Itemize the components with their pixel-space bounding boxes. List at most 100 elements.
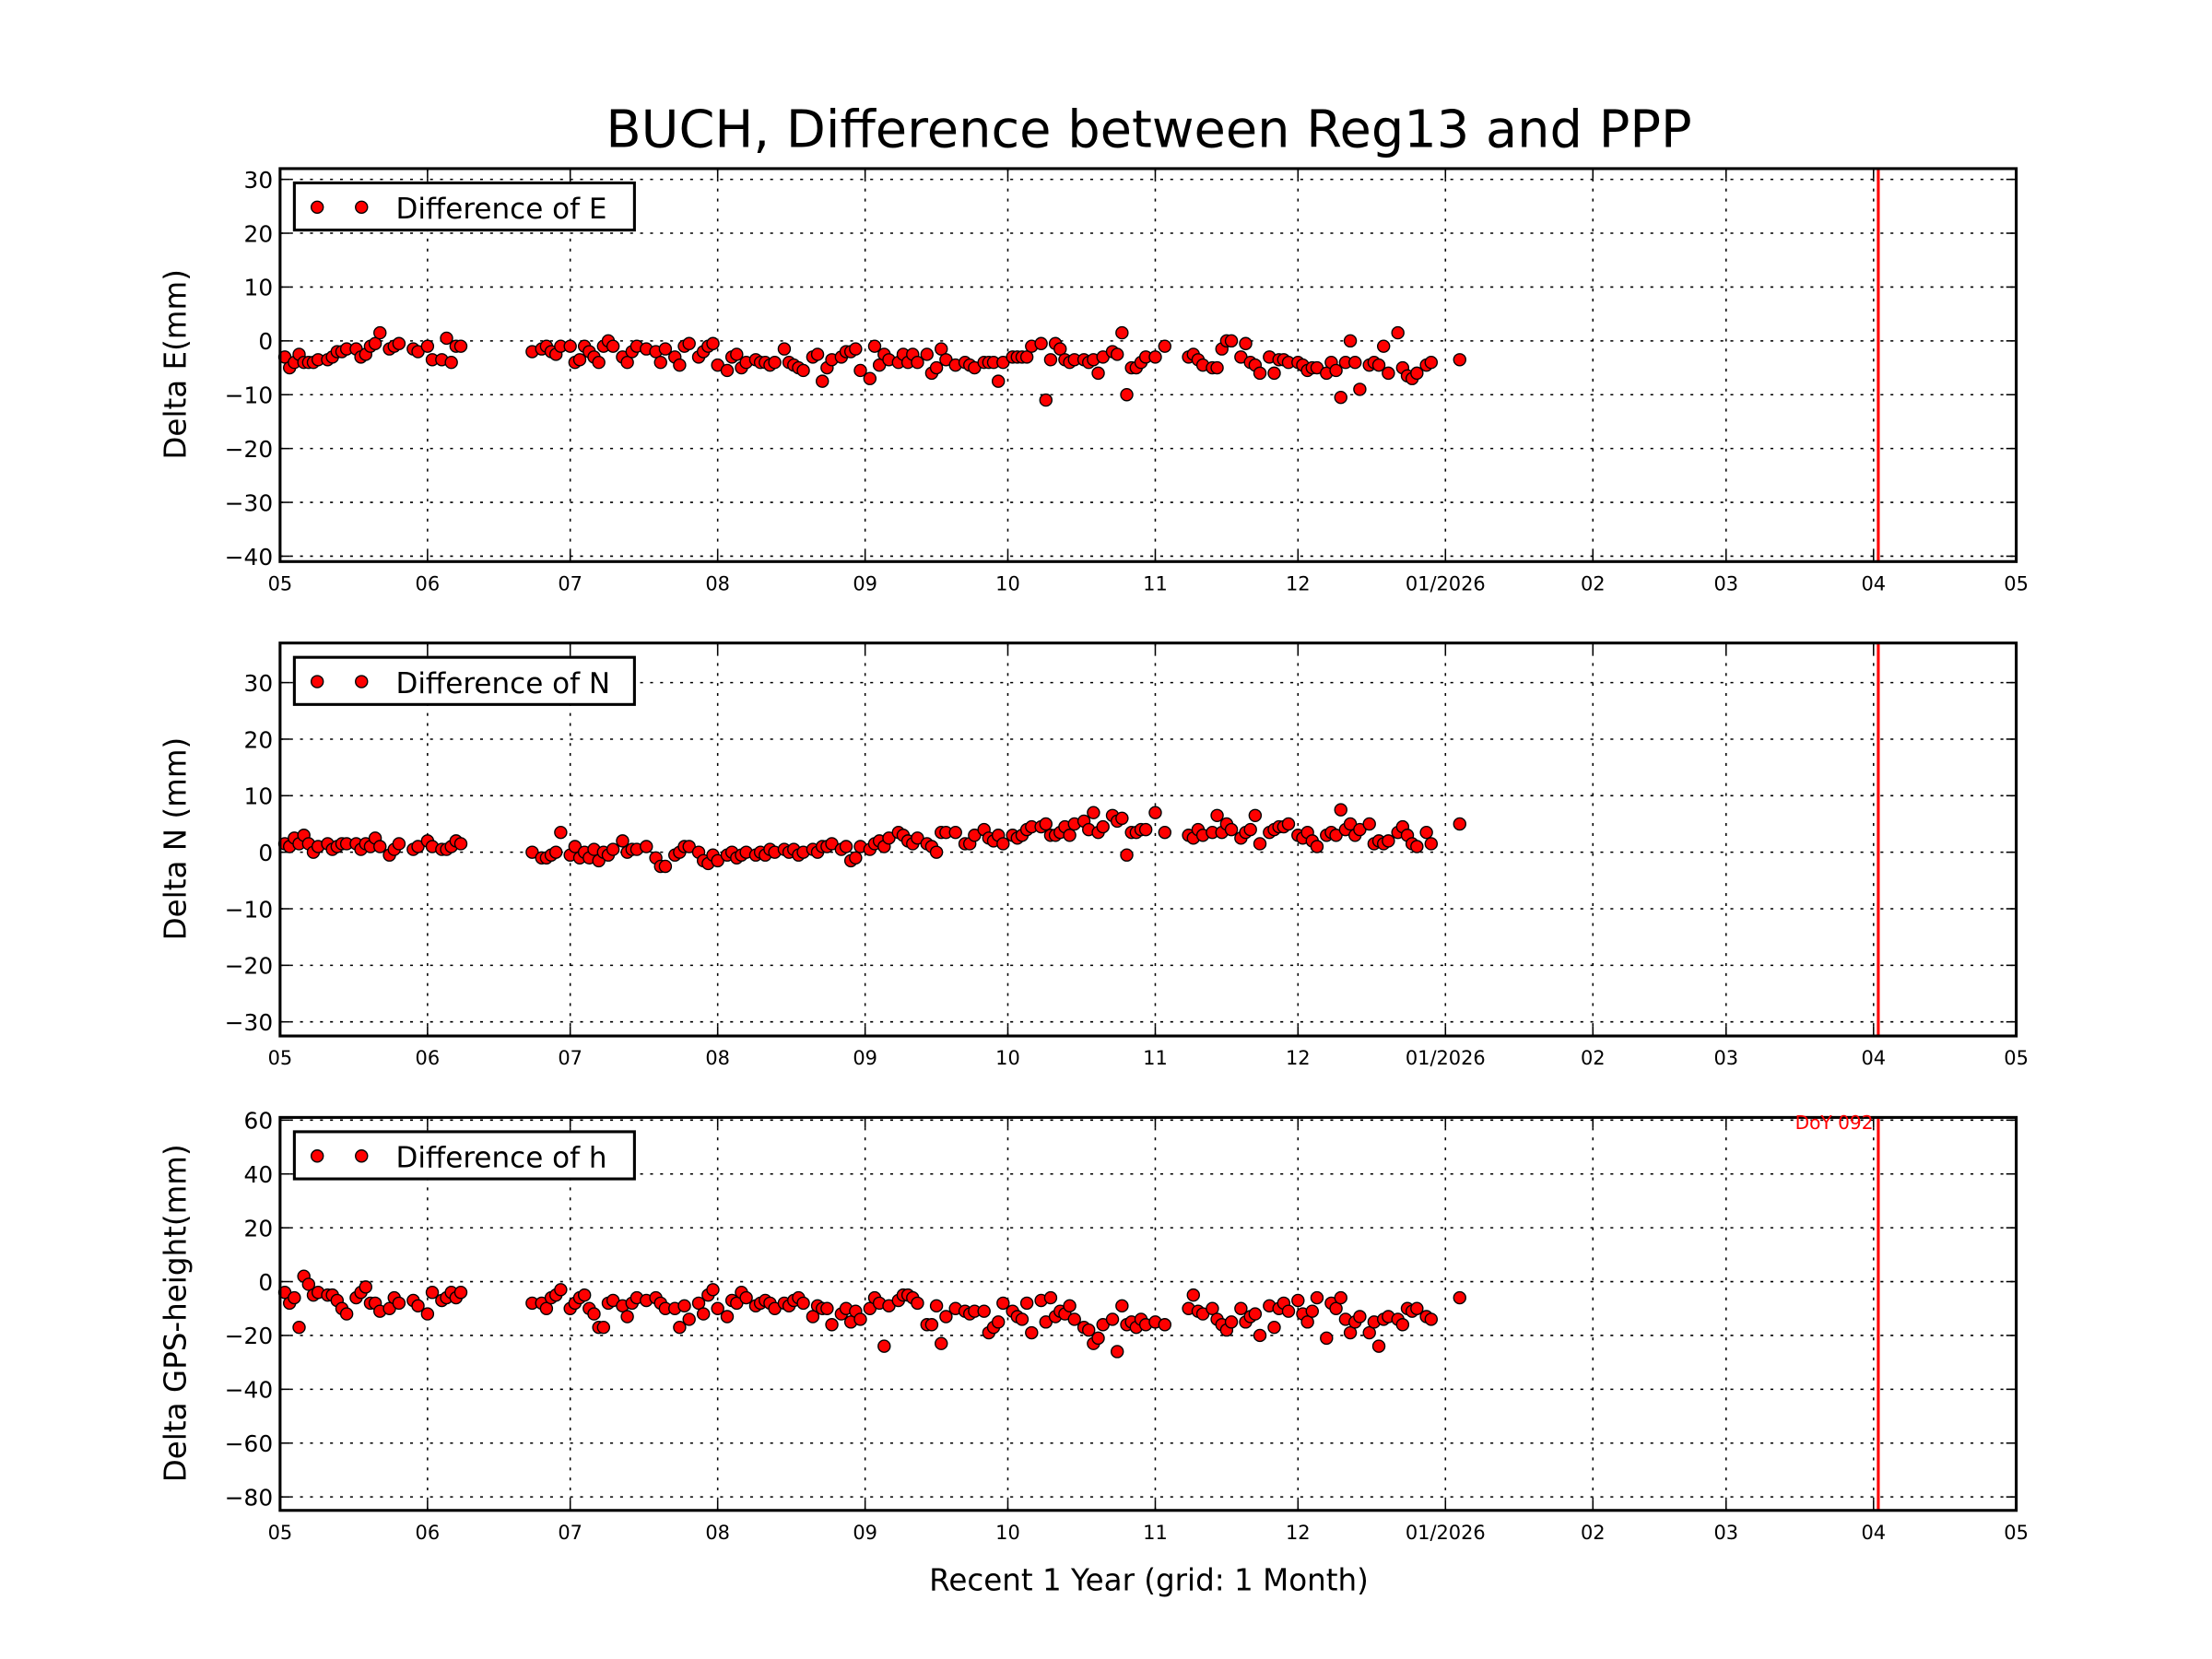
data-point — [658, 342, 673, 356]
data-point — [1063, 1299, 1077, 1313]
x-tick-label: 08 — [705, 1522, 730, 1544]
data-point — [411, 1299, 425, 1313]
x-tick-label: 05 — [268, 572, 293, 594]
data-point — [730, 347, 744, 361]
data-point — [1210, 808, 1224, 822]
data-point — [1224, 334, 1239, 348]
data-point — [1329, 829, 1343, 842]
data-point — [777, 342, 792, 356]
data-point — [1348, 355, 1362, 370]
data-point — [1253, 837, 1267, 851]
data-point — [1067, 1312, 1081, 1326]
data-point — [768, 355, 782, 370]
data-point — [620, 355, 634, 370]
data-point — [911, 831, 924, 845]
data-point — [301, 1277, 316, 1291]
legend-label: Difference of N — [395, 667, 610, 700]
data-point — [554, 1283, 568, 1297]
y-axis-label: Delta N (mm) — [159, 737, 194, 941]
x-tick-label: 07 — [558, 572, 582, 594]
data-point — [1115, 811, 1129, 826]
x-tick-label: 05 — [268, 1522, 293, 1544]
data-point — [1110, 347, 1124, 361]
x-tick-label: 01/2026 — [1406, 572, 1486, 594]
data-point — [991, 374, 1006, 388]
data-point — [1343, 817, 1358, 831]
data-point — [1243, 822, 1257, 837]
data-point — [1039, 817, 1053, 831]
data-point — [939, 1310, 953, 1324]
data-point — [1343, 1325, 1358, 1340]
data-point — [796, 363, 810, 378]
data-point — [392, 1296, 406, 1311]
data-point — [691, 1296, 706, 1311]
data-point — [1281, 1304, 1296, 1318]
data-point — [411, 840, 425, 853]
x-tick-label: 07 — [558, 1047, 582, 1069]
data-point — [1334, 1290, 1347, 1305]
x-tick-label: 12 — [1286, 572, 1311, 594]
data-point — [935, 342, 948, 356]
x-tick-label: 02 — [1581, 572, 1606, 594]
x-tick-label: 03 — [1713, 1522, 1738, 1544]
y-tick-label: 10 — [244, 783, 274, 810]
data-point — [1039, 393, 1053, 407]
data-point — [563, 339, 577, 353]
x-tick-label: 01/2026 — [1406, 1047, 1486, 1069]
x-tick-label: 09 — [853, 572, 877, 594]
data-point — [392, 336, 406, 350]
data-point — [877, 1339, 891, 1353]
y-tick-label: −20 — [225, 1323, 273, 1349]
y-tick-label: 0 — [258, 1269, 273, 1296]
y-tick-label: 30 — [244, 670, 274, 697]
data-point — [1329, 363, 1343, 378]
data-point — [1105, 1312, 1120, 1326]
legend-marker-icon — [310, 675, 324, 688]
legend-marker-icon — [310, 200, 324, 215]
data-point — [1087, 806, 1100, 819]
y-tick-label: 20 — [244, 220, 274, 247]
data-point — [453, 1286, 468, 1300]
data-point — [1453, 817, 1466, 831]
x-tick-label: 05 — [2004, 1047, 2029, 1069]
data-point — [1320, 1331, 1334, 1346]
x-tick-label: 10 — [995, 572, 1020, 594]
data-point — [1371, 358, 1386, 372]
x-tick-label: 08 — [705, 572, 730, 594]
y-tick-label: 20 — [244, 1215, 274, 1241]
data-point — [977, 1304, 991, 1318]
data-point — [1234, 1301, 1248, 1315]
data-point — [677, 1299, 691, 1313]
data-point — [359, 1280, 372, 1294]
legend: Difference of E — [292, 181, 636, 232]
data-point — [1091, 366, 1105, 381]
data-point — [1343, 334, 1358, 348]
doy-annotation: DoY 092 — [1795, 1112, 1874, 1134]
data-point — [1224, 822, 1239, 837]
x-tick-label: 04 — [1861, 1522, 1886, 1544]
x-tick-label: 09 — [853, 1047, 877, 1069]
data-point — [1353, 1310, 1367, 1324]
data-point — [1424, 837, 1439, 851]
data-point — [673, 358, 687, 372]
y-tick-label: −40 — [225, 1377, 273, 1404]
data-point — [853, 363, 867, 378]
data-point — [711, 1301, 724, 1315]
data-point — [720, 363, 735, 378]
x-tick-label: 05 — [268, 1047, 293, 1069]
data-point — [1353, 382, 1367, 396]
x-tick-label: 03 — [1713, 572, 1738, 594]
data-point — [1267, 1320, 1281, 1335]
data-point — [1082, 1323, 1096, 1337]
data-point — [420, 1307, 435, 1321]
data-point — [1019, 1296, 1034, 1311]
data-point — [1410, 840, 1424, 853]
data-point — [1120, 388, 1134, 402]
data-point — [1281, 817, 1296, 831]
data-point — [577, 1288, 592, 1302]
data-point — [1334, 390, 1347, 405]
data-point — [820, 1301, 834, 1315]
y-tick-label: −80 — [225, 1484, 273, 1511]
data-point — [1148, 806, 1162, 819]
